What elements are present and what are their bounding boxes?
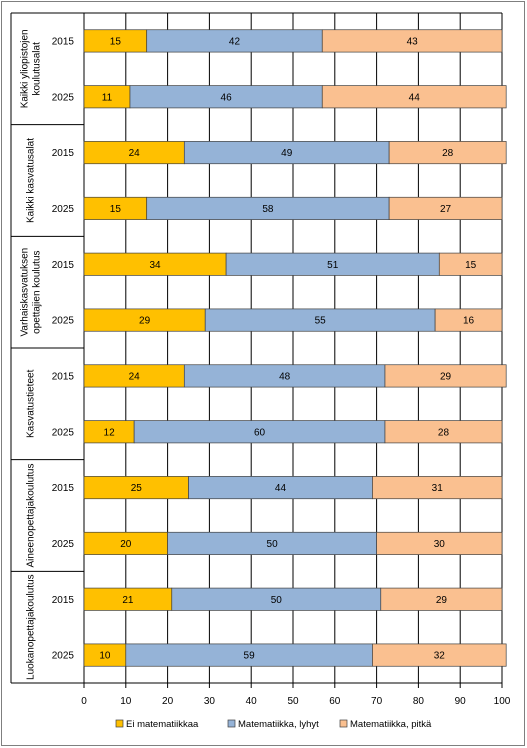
legend-label: Ei matematiikkaa (126, 719, 199, 730)
group-label-line: Kaikki yliopistojen (20, 29, 31, 108)
group-label: Aineenopettajakoulutus (26, 464, 37, 568)
x-tick-label: 80 (413, 696, 425, 707)
bar-data-label: 11 (102, 92, 113, 103)
y-category-label: 2015 (52, 595, 75, 606)
bar-data-label: 50 (271, 595, 283, 606)
x-tick-label: 60 (329, 696, 341, 707)
bar-segment (438, 252, 503, 276)
bar-data-label: 59 (244, 651, 256, 662)
bar-data-label: 50 (267, 539, 279, 550)
x-tick-label: 30 (204, 696, 216, 707)
y-category-label: 2025 (52, 427, 75, 438)
bar-segment (384, 364, 507, 388)
group-label-line: Varhaiskasvatuksen (20, 248, 31, 337)
bar-data-label: 28 (442, 148, 454, 159)
bar-data-label: 21 (122, 595, 134, 606)
group-label: Varhaiskasvatuksenopettajien koulutus (20, 248, 43, 337)
bar-data-label: 51 (327, 260, 339, 271)
x-tick-label: 70 (371, 696, 383, 707)
bar-data-label: 15 (110, 36, 122, 47)
bar-data-label: 12 (104, 427, 116, 438)
y-category-label: 2015 (52, 483, 75, 494)
bar-segment (384, 420, 503, 444)
bar-data-label: 42 (229, 36, 241, 47)
x-tick-label: 0 (81, 696, 87, 707)
legend-swatch (227, 719, 236, 728)
bar-data-label: 60 (254, 427, 266, 438)
bar-data-label: 24 (129, 371, 141, 382)
bar-data-label: 24 (129, 148, 141, 159)
group-label: Kaikki kasvatusalat (26, 138, 37, 223)
x-tick-label: 10 (120, 696, 132, 707)
y-category-label: 2015 (52, 371, 75, 382)
bar-segment (321, 29, 503, 53)
x-tick-label: 100 (494, 696, 511, 707)
bar-segment (321, 85, 507, 109)
legend-swatch (115, 719, 124, 728)
y-category-label: 2015 (52, 260, 75, 271)
bar-data-label: 49 (281, 148, 293, 159)
bar-data-label: 10 (99, 651, 111, 662)
group-label-line: Kasvatustieteet (26, 369, 37, 438)
bar-data-label: 58 (262, 204, 274, 215)
bar-segment (372, 643, 507, 667)
y-category-label: 2025 (52, 204, 75, 215)
bar-data-label: 44 (409, 92, 421, 103)
group-label: Kasvatustieteet (26, 369, 37, 438)
legend-label: Matematiikka, pitkä (350, 719, 432, 730)
y-category-label: 2025 (52, 92, 75, 103)
group-label-line: Aineenopettajakoulutus (26, 464, 37, 568)
bar-data-label: 16 (463, 316, 475, 327)
bar-data-label: 27 (440, 204, 452, 215)
group-label-line: koulutusalat (32, 42, 43, 96)
bar-segment (372, 476, 503, 500)
bar-data-label: 15 (110, 204, 122, 215)
bar-segment (380, 587, 503, 611)
legend-swatch (339, 719, 348, 728)
bar-segment (388, 141, 507, 165)
x-tick-label: 90 (455, 696, 467, 707)
bar-data-label: 15 (465, 260, 477, 271)
bar-data-label: 32 (434, 651, 446, 662)
group-label-line: Kaikki kasvatusalat (26, 138, 37, 223)
bar-data-label: 43 (407, 36, 419, 47)
y-category-label: 2015 (52, 36, 75, 47)
bar-data-label: 31 (432, 483, 444, 494)
y-category-label: 2025 (52, 316, 75, 327)
group-label: Kaikki yliopistojenkoulutusalat (20, 29, 43, 108)
y-category-label: 2025 (52, 539, 75, 550)
bar-data-label: 25 (131, 483, 143, 494)
y-category-label: 2025 (52, 651, 75, 662)
legend-label: Matematiikka, lyhyt (238, 719, 319, 730)
bar-data-label: 29 (436, 595, 448, 606)
bar-data-label: 44 (275, 483, 287, 494)
group-label: Luokanopettajakoulutus (26, 574, 37, 680)
bar-data-label: 46 (221, 92, 233, 103)
x-tick-label: 50 (287, 696, 299, 707)
bar-data-label: 48 (279, 371, 291, 382)
group-label-line: opettajien koulutus (32, 250, 43, 333)
bar-data-label: 29 (139, 316, 151, 327)
bar-data-label: 30 (434, 539, 446, 550)
x-tick-label: 40 (246, 696, 258, 707)
bar-data-label: 55 (315, 316, 327, 327)
y-category-label: 2015 (52, 148, 75, 159)
bar-data-label: 20 (120, 539, 132, 550)
bar-segment (376, 531, 503, 555)
bar-segment (388, 196, 503, 220)
bar-data-label: 29 (440, 371, 452, 382)
group-label-line: Luokanopettajakoulutus (26, 574, 37, 680)
bar-data-label: 34 (149, 260, 161, 271)
bar-data-label: 28 (438, 427, 450, 438)
x-tick-label: 20 (162, 696, 174, 707)
bar-segment (434, 308, 503, 332)
